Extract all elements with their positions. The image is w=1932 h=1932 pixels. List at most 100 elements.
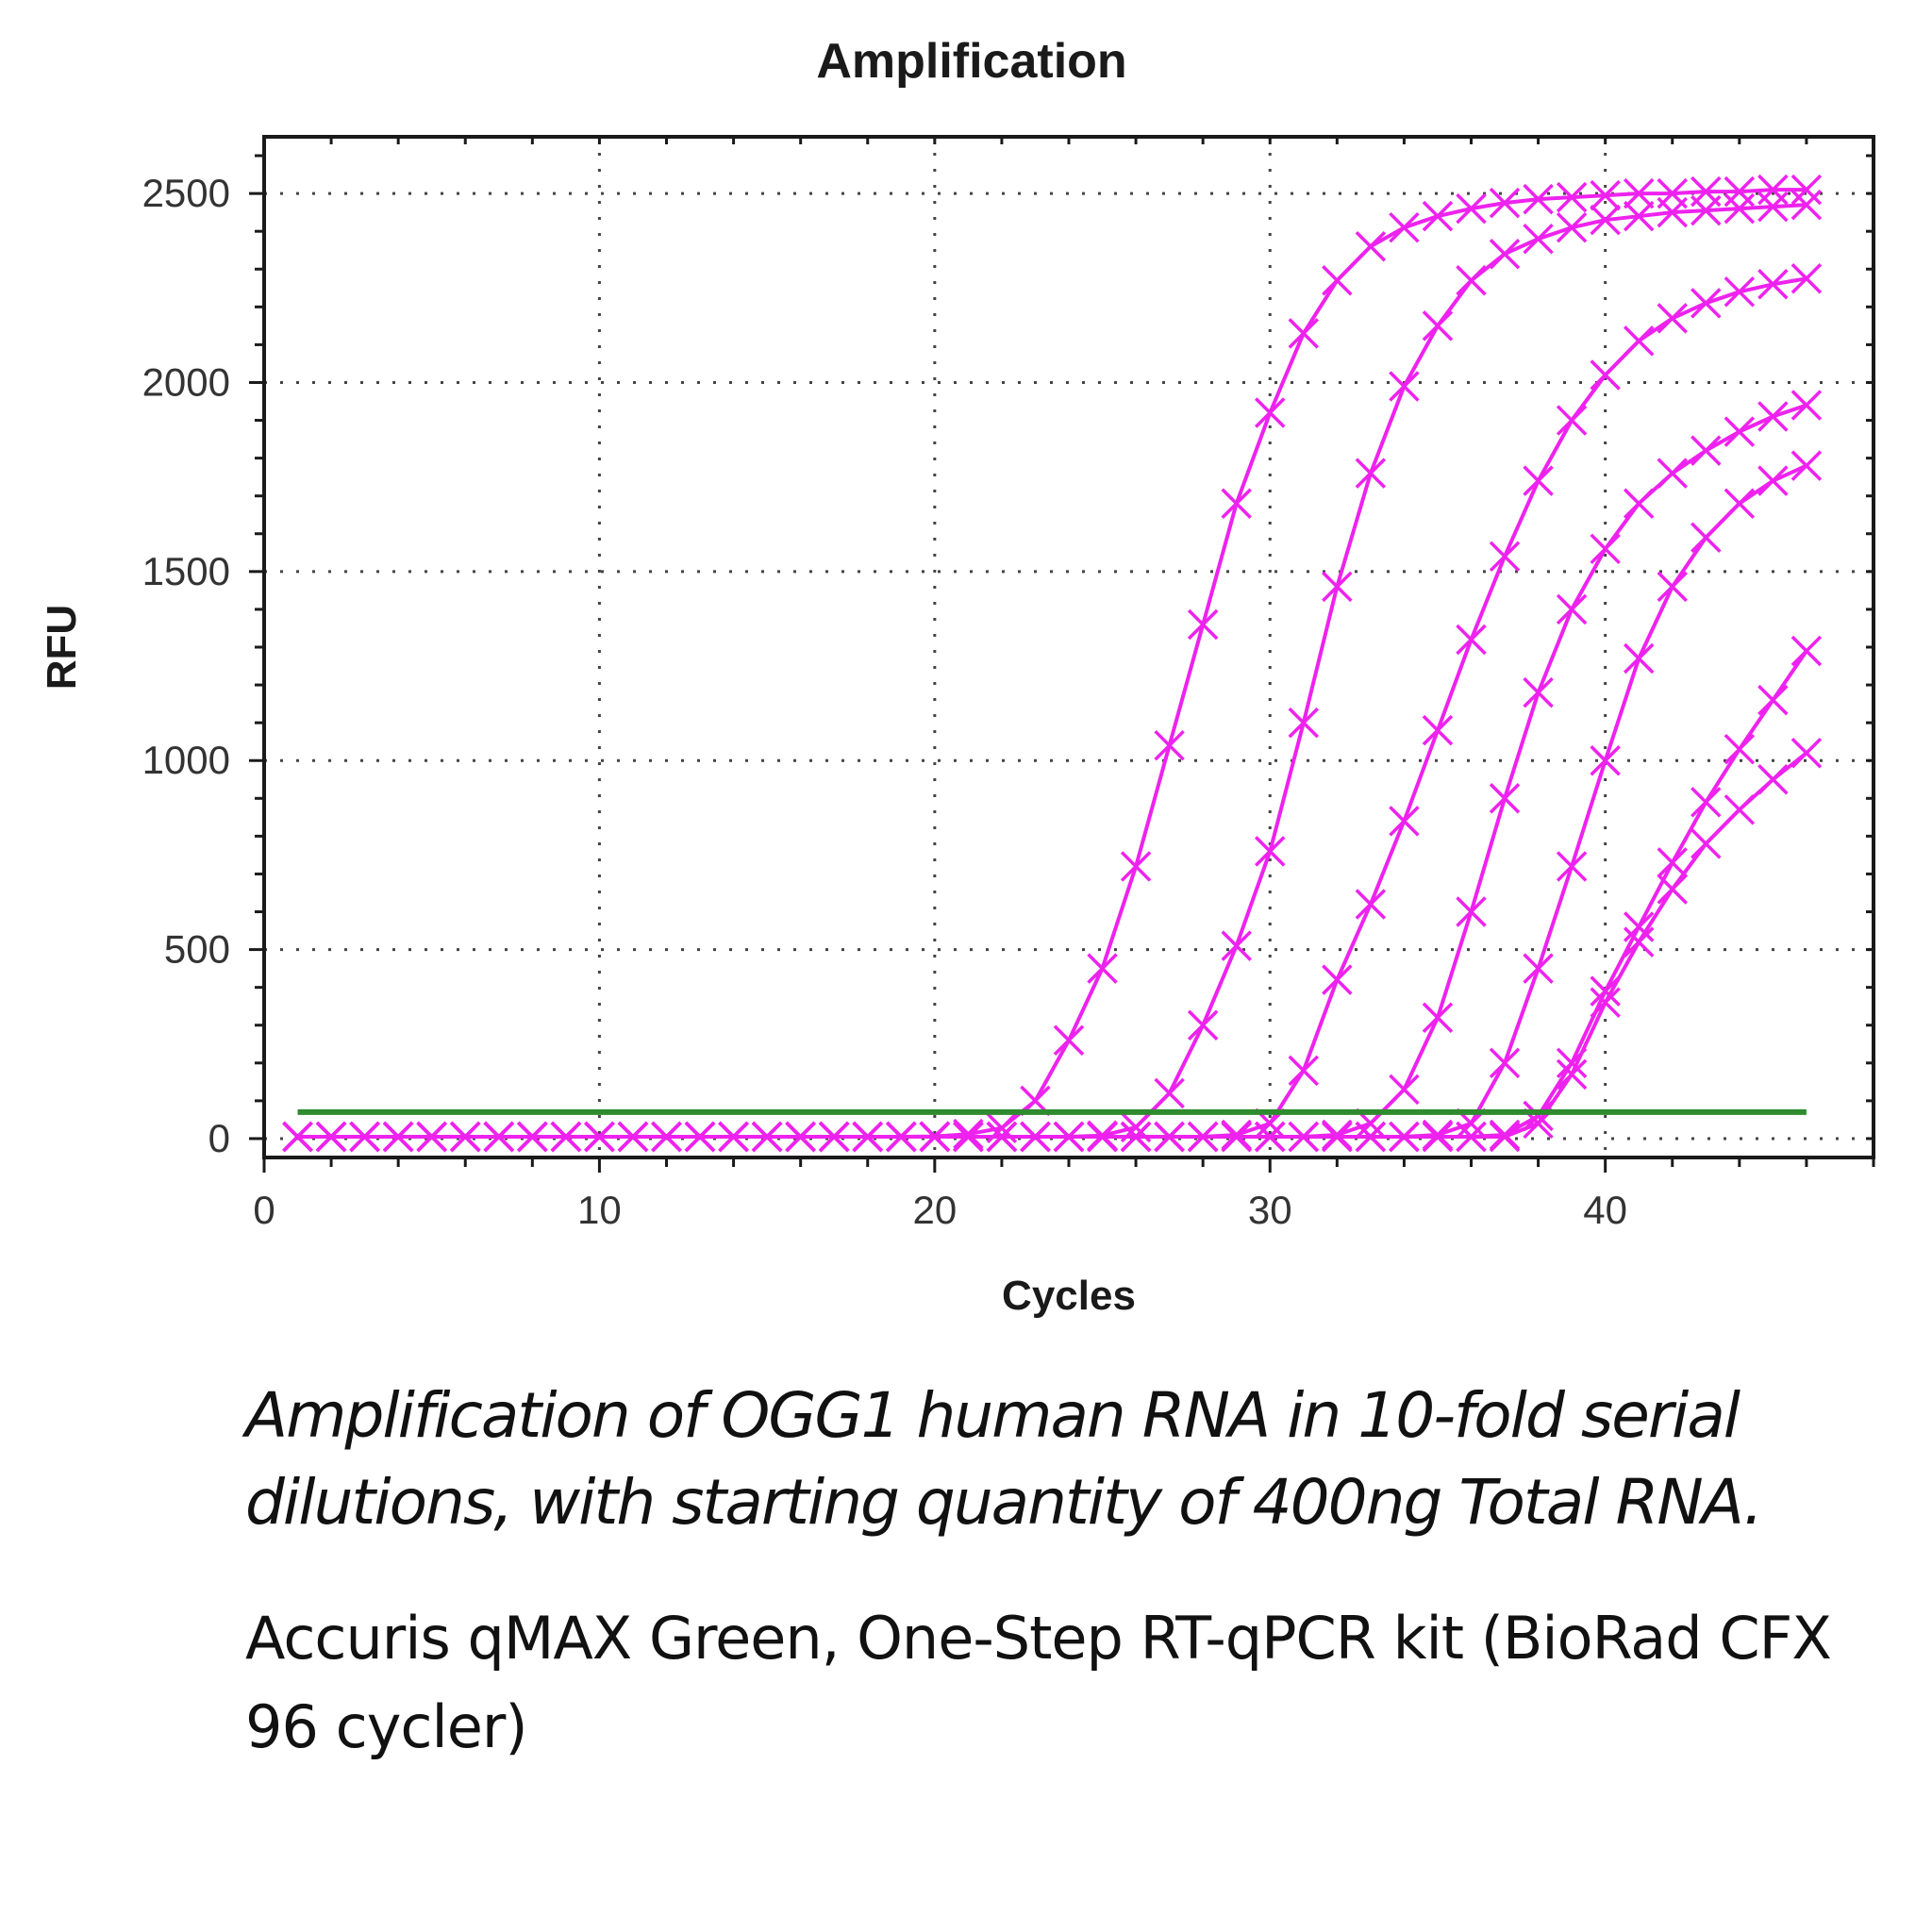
data-point-marker: [1623, 200, 1655, 232]
data-point-marker: [1657, 196, 1688, 228]
plot-frame: [262, 135, 1875, 1159]
data-point-marker: [1120, 851, 1152, 882]
data-point-marker: [1690, 435, 1722, 466]
data-point-marker: [1255, 1121, 1286, 1153]
series-line: [297, 203, 1807, 1139]
data-point-marker: [651, 1121, 682, 1153]
series-line: [297, 751, 1808, 1139]
data-point-marker: [852, 1121, 883, 1153]
data-point-marker: [986, 1121, 1018, 1153]
data-point-marker: [1657, 874, 1688, 905]
data-point-marker: [684, 1121, 716, 1153]
data-point-marker: [1322, 964, 1353, 995]
data-point-marker: [1690, 194, 1722, 226]
data-point-marker: [1556, 181, 1588, 213]
data-point-marker: [1556, 851, 1588, 882]
data-point-marker: [1623, 488, 1655, 519]
data-point-marker: [550, 1121, 582, 1153]
data-point-marker: [1456, 1121, 1487, 1153]
data-point-marker: [1020, 1121, 1051, 1153]
data-point-marker: [1523, 223, 1554, 255]
data-point-marker: [1154, 1077, 1185, 1109]
data-point-marker: [1623, 177, 1655, 209]
data-point-marker: [818, 1121, 850, 1153]
data-point-marker: [483, 1121, 515, 1153]
data-point-marker: [1221, 1121, 1252, 1153]
y-tick-label: 500: [164, 927, 230, 972]
data-point-marker: [1790, 737, 1823, 769]
data-point-marker: [1657, 458, 1688, 489]
data-point-marker: [584, 1121, 615, 1153]
y-axis-label: RFU: [39, 605, 85, 690]
data-point-marker: [785, 1121, 816, 1153]
data-point-marker: [1590, 533, 1621, 565]
data-point-marker: [1489, 238, 1521, 270]
data-point-marker: [1556, 211, 1588, 243]
data-point-marker: [1590, 359, 1621, 391]
data-point-marker: [1355, 889, 1387, 920]
data-point-marker: [1757, 191, 1789, 223]
data-point-marker: [1489, 1121, 1521, 1153]
data-point-marker: [1690, 522, 1722, 554]
data-point-marker: [1623, 926, 1655, 958]
y-tick-label: 2000: [142, 359, 230, 404]
data-point-marker: [1288, 1121, 1320, 1153]
y-tick-label: 1000: [142, 738, 230, 782]
series-2: [282, 189, 1823, 1153]
data-point-marker: [1657, 303, 1688, 334]
data-point-marker: [1187, 608, 1219, 641]
data-point-marker: [953, 1121, 984, 1153]
data-point-marker: [416, 1121, 447, 1153]
data-point-marker: [1322, 1121, 1353, 1153]
x-axis-label: Cycles: [1002, 1273, 1136, 1319]
data-point-marker: [1322, 265, 1353, 296]
data-point-marker: [1422, 310, 1454, 341]
data-point-marker: [1657, 847, 1688, 878]
series-line: [297, 403, 1807, 1139]
data-point-marker: [1489, 783, 1521, 814]
data-point-marker: [1187, 1009, 1219, 1041]
data-point-marker: [1489, 541, 1521, 573]
data-point-marker: [1757, 269, 1789, 300]
data-point-marker: [1456, 896, 1487, 927]
data-point-marker: [1790, 450, 1823, 481]
data-point-marker: [1690, 828, 1722, 859]
series-3: [282, 263, 1823, 1153]
data-point-marker: [1657, 571, 1688, 603]
data-point-marker: [1623, 642, 1655, 675]
data-point-marker: [1790, 263, 1823, 294]
data-point-marker: [450, 1121, 481, 1153]
data-point-marker: [1757, 401, 1789, 432]
data-point-marker: [1724, 733, 1756, 765]
data-point-marker: [1422, 1121, 1454, 1153]
data-point-marker: [1456, 624, 1487, 656]
y-tick-label: 2500: [142, 171, 230, 215]
data-point-marker: [1556, 1058, 1588, 1091]
y-tick-label: 0: [208, 1116, 230, 1160]
x-tick-label: 40: [1583, 1188, 1627, 1232]
data-point-marker: [1690, 787, 1722, 818]
data-point-marker: [315, 1121, 347, 1153]
data-point-marker: [1389, 211, 1420, 243]
y-tick-labels: 0 500 1000 1500 2000 2500: [142, 171, 230, 1160]
data-point-marker: [1523, 676, 1554, 708]
data-point-marker: [1623, 325, 1655, 357]
x-tick-label: 30: [1248, 1188, 1292, 1232]
data-point-marker: [1623, 911, 1655, 942]
data-point-marker: [1757, 764, 1789, 795]
data-point-marker: [1355, 1121, 1387, 1153]
data-point-marker: [1422, 714, 1454, 746]
data-point-marker: [1288, 707, 1320, 739]
series-layer: [282, 174, 1823, 1153]
data-point-marker: [1389, 1121, 1420, 1153]
data-point-marker: [1790, 635, 1823, 667]
data-point-marker: [1154, 1121, 1185, 1153]
series-line: [297, 188, 1807, 1139]
data-point-marker: [1489, 1047, 1521, 1079]
data-point-marker: [1556, 593, 1588, 625]
data-point-marker: [1322, 571, 1353, 603]
data-point-marker: [1590, 987, 1621, 1018]
data-point-marker: [718, 1121, 749, 1153]
data-point-marker: [1355, 458, 1387, 489]
